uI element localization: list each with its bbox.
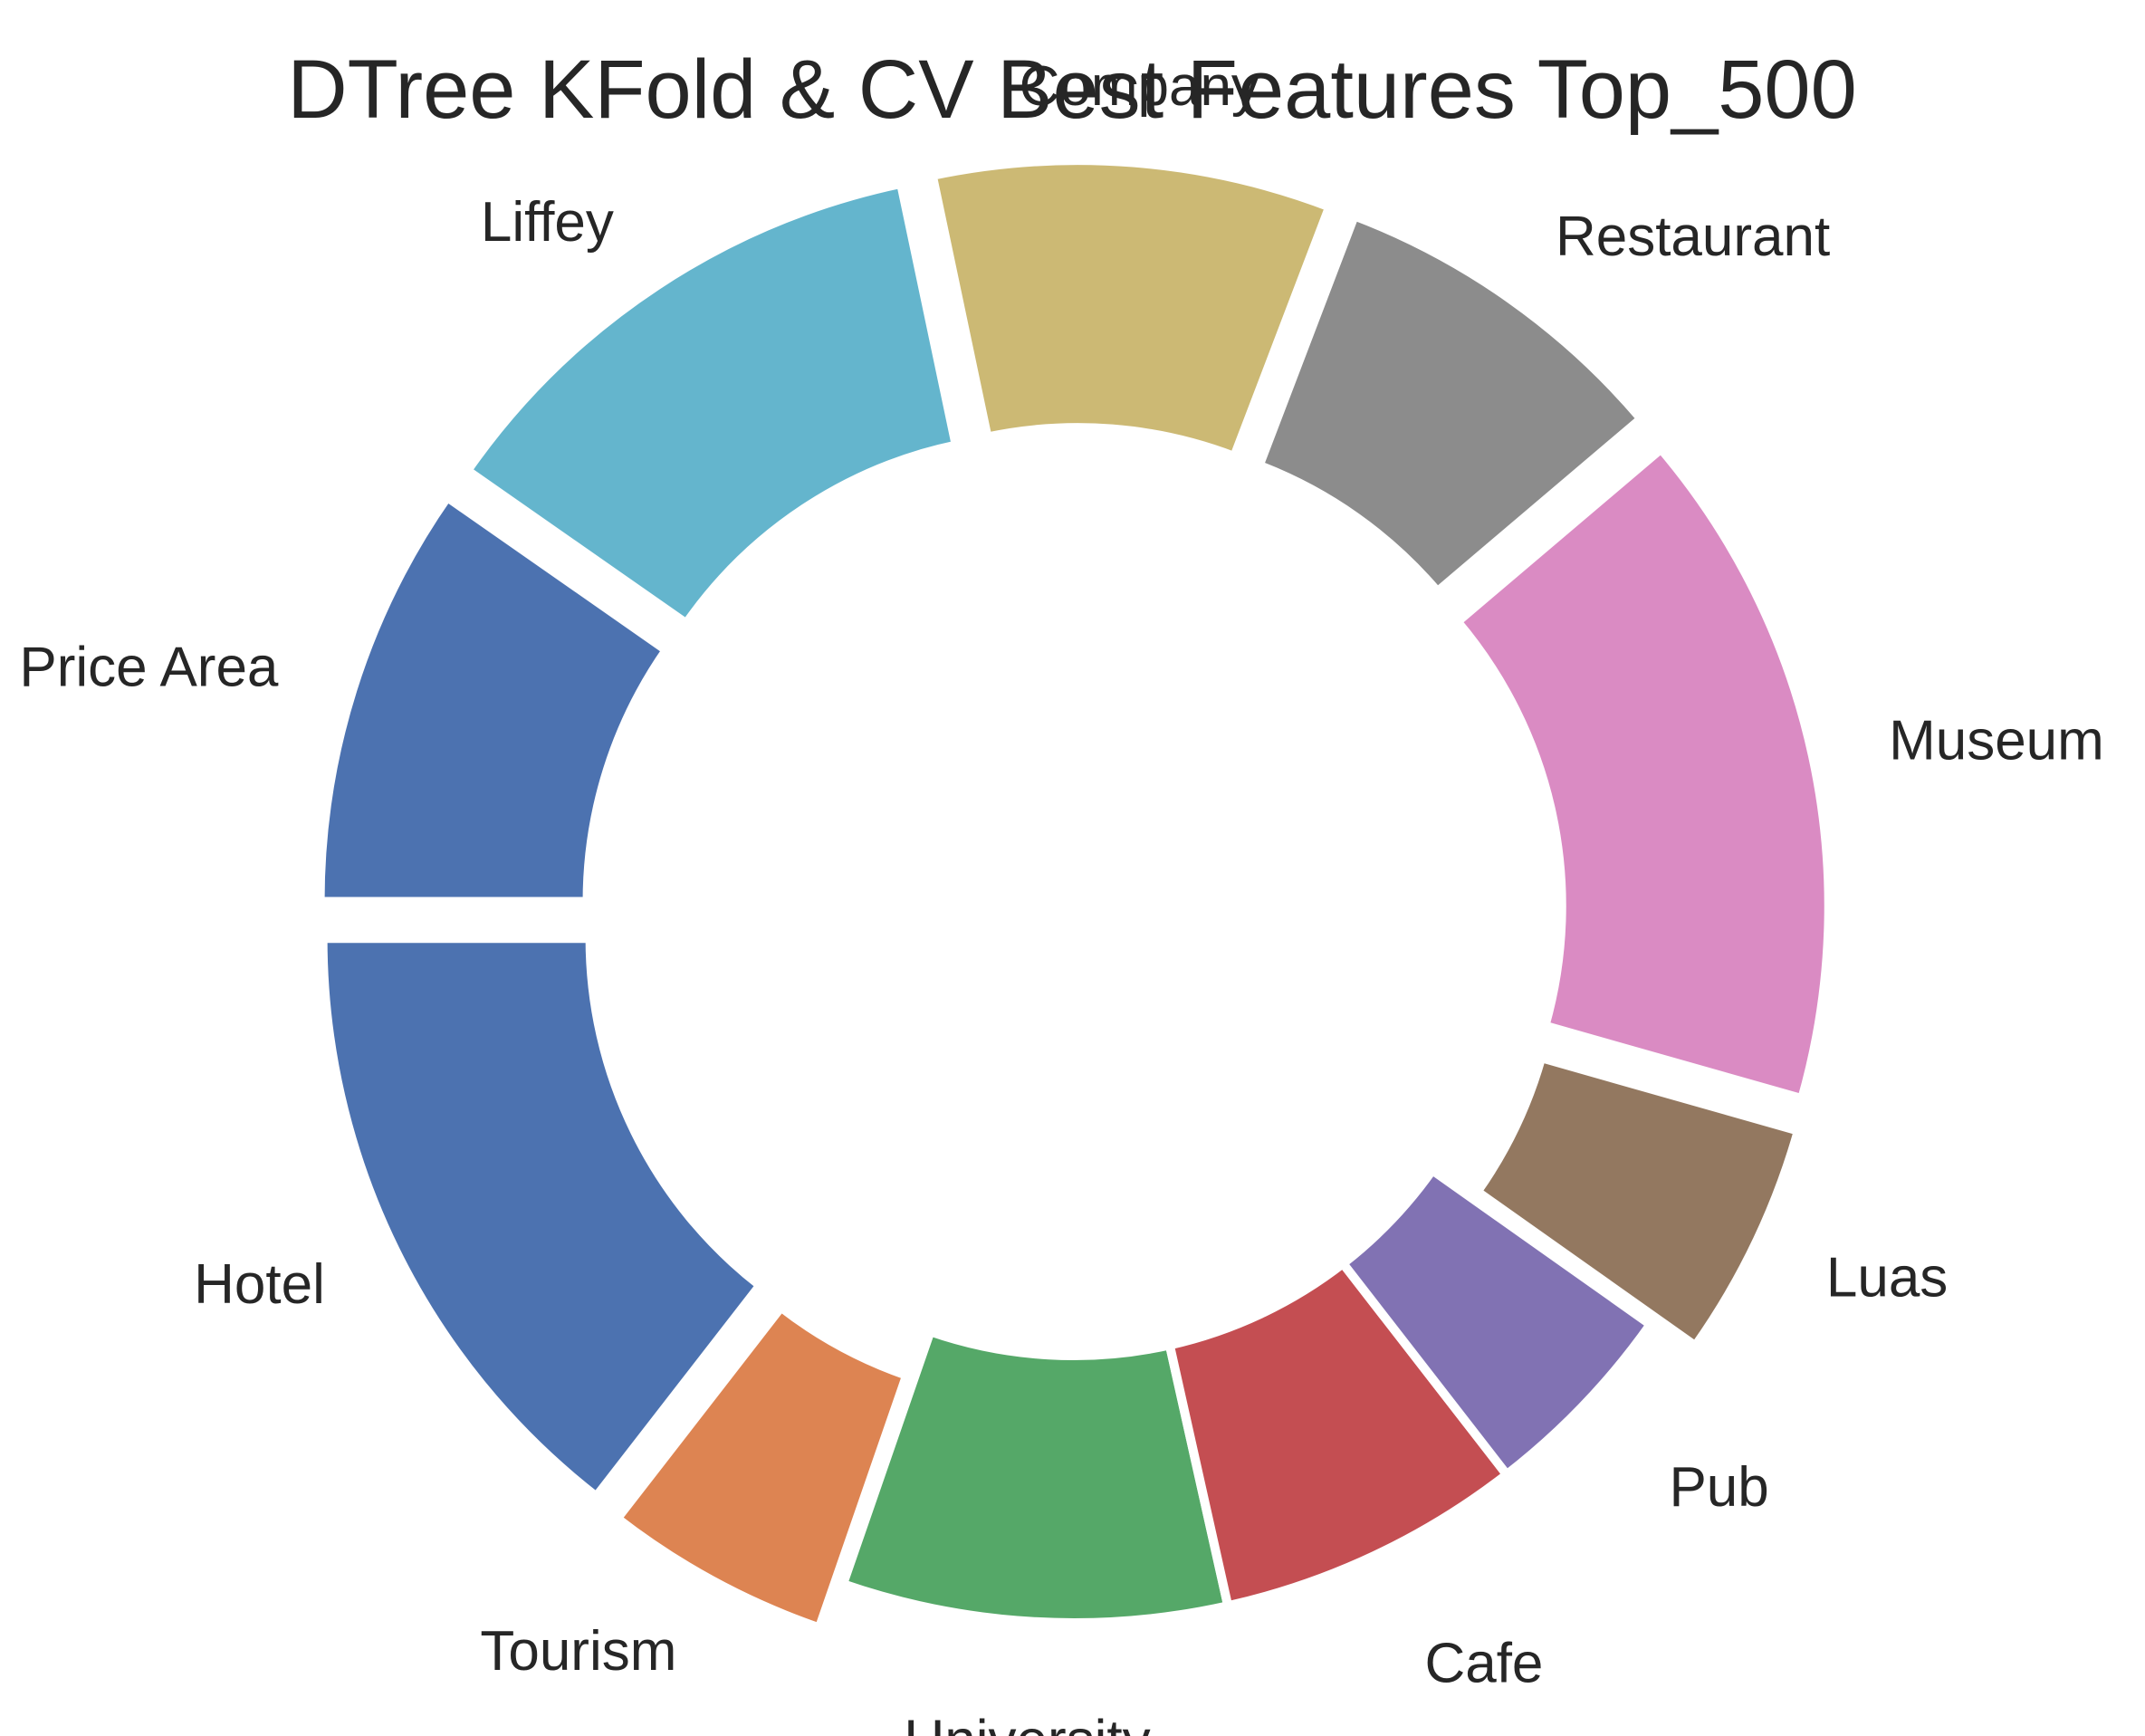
slice-pub [1336,1164,1657,1482]
slice-restaurant [1253,209,1648,599]
slice-label-company: Company [1020,55,1259,118]
labels-layer: Hotel Tourism University Cafe Pub Luas Museum R… [19,55,2103,1736]
slice-label-university: University [904,1710,1150,1736]
slice-label-museum: Museum [1889,710,2104,772]
slice-label-hotel: Hotel [194,1253,325,1316]
slice-label-luas: Luas [1826,1246,1948,1309]
slice-label-cafe: Cafe [1424,1632,1543,1694]
slice-liffey [461,177,962,630]
slice-company [926,156,1336,463]
slice-tourism [610,1300,913,1634]
slice-label-price-area: Price Area [19,637,279,699]
slice-hotel [318,934,767,1503]
slice-label-liffey: Liffey [481,191,614,254]
slice-label-tourism: Tourism [480,1620,676,1683]
slice-luas [1470,1051,1805,1353]
slice-museum [1451,442,1834,1105]
slice-label-restaurant: Restaurant [1556,206,1830,268]
slices-layer [315,156,1834,1634]
slice-label-pub: Pub [1669,1456,1768,1519]
slice-price-area [315,491,673,906]
chart-title: DTree KFold & CV Best Features Top_500 [287,43,1857,136]
